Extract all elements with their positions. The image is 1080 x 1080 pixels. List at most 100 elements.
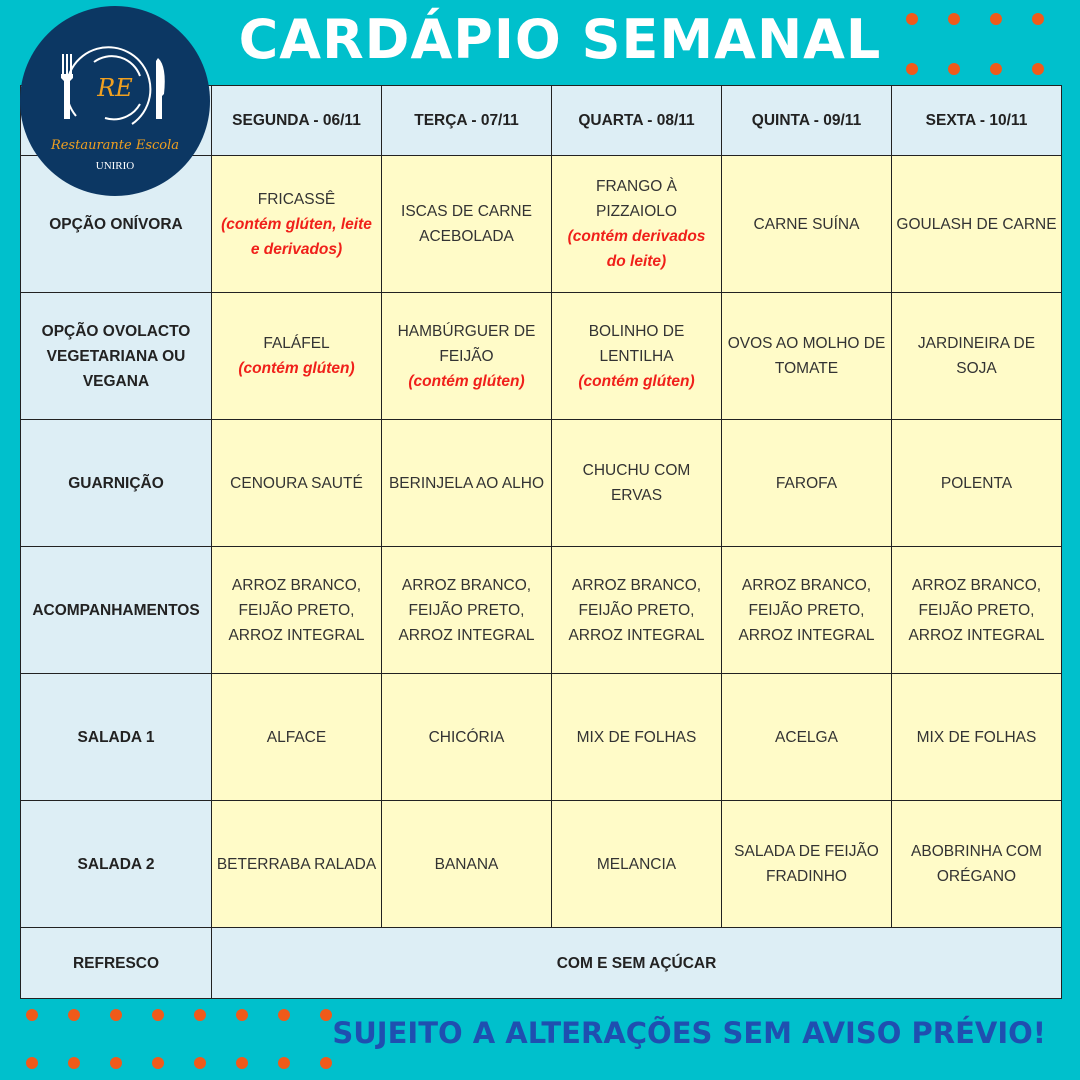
menu-cell: FRICASSÊ (contém glúten, leite e derivado… bbox=[211, 155, 382, 293]
day-header: TERÇA - 07/11 bbox=[381, 85, 552, 156]
dish-name: MIX DE FOLHAS bbox=[576, 728, 697, 746]
dot bbox=[320, 1009, 332, 1021]
dot bbox=[906, 63, 918, 75]
dot bbox=[278, 1057, 290, 1069]
dish-name: ARROZ BRANCO, FEIJÃO PRETO, ARROZ INTEGR… bbox=[908, 576, 1045, 644]
menu-cell: ARROZ BRANCO, FEIJÃO PRETO, ARROZ INTEGR… bbox=[211, 546, 382, 674]
dish-name: OVOS AO MOLHO DE TOMATE bbox=[727, 335, 886, 377]
dish-name: ARROZ BRANCO, FEIJÃO PRETO, ARROZ INTEGR… bbox=[568, 576, 705, 644]
allergen-note: (contém glúten) bbox=[238, 360, 355, 377]
allergen-note: (contém glúten, leite e derivados) bbox=[221, 215, 372, 258]
dot bbox=[1032, 63, 1044, 75]
row-label: OPÇÃO OVOLACTO VEGETARIANA OU VEGANA bbox=[20, 292, 212, 420]
menu-cell: FRANGO À PIZZAIOLO (contém derivados do l… bbox=[551, 155, 722, 293]
dot bbox=[110, 1009, 122, 1021]
dish-name: JARDINEIRA DE SOJA bbox=[917, 335, 1036, 377]
dot bbox=[948, 63, 960, 75]
dot bbox=[236, 1057, 248, 1069]
refresco-value: COM E SEM AÇÚCAR bbox=[211, 927, 1062, 999]
menu-cell: MIX DE FOLHAS bbox=[891, 673, 1062, 801]
dish-name: CENOURA SAUTÉ bbox=[230, 474, 363, 492]
dish-name: ARROZ BRANCO, FEIJÃO PRETO, ARROZ INTEGR… bbox=[228, 576, 365, 644]
dish-name: HAMBÚRGUER DE FEIJÃO bbox=[397, 322, 536, 365]
row-label: SALADA 1 bbox=[20, 673, 212, 801]
allergen-note: (contém glúten) bbox=[408, 372, 525, 390]
menu-cell: SALADA DE FEIJÃO FRADINHO bbox=[721, 800, 892, 928]
menu-row: OPÇÃO ONÍVORA FRICASSÊ (contém glúten, lei… bbox=[20, 155, 1062, 293]
dish-name: MIX DE FOLHAS bbox=[916, 728, 1037, 746]
plate-cutlery-icon: RE Restaurante Escola UNIRIO bbox=[50, 46, 179, 172]
refresco-row: REFRESCO COM E SEM AÇÚCAR bbox=[20, 927, 1062, 999]
dot bbox=[152, 1009, 164, 1021]
menu-cell: ARROZ BRANCO, FEIJÃO PRETO, ARROZ INTEGR… bbox=[381, 546, 552, 674]
allergen-note: (contém derivados do leite) bbox=[567, 228, 706, 270]
menu-row: GUARNIÇÃO CENOURA SAUTÉ BERINJELA AO ALHO C… bbox=[20, 419, 1062, 547]
dot bbox=[152, 1057, 164, 1069]
menu-cell: ALFACE bbox=[211, 673, 382, 801]
menu-cell: FAROFA bbox=[721, 419, 892, 547]
menu-row: ACOMPANHAMENTOS ARROZ BRANCO, FEIJÃO PRET… bbox=[20, 546, 1062, 674]
dish-name: FRANGO À PIZZAIOLO bbox=[596, 178, 677, 220]
day-header: QUINTA - 09/11 bbox=[721, 85, 892, 156]
dot bbox=[68, 1057, 80, 1069]
menu-cell: ARROZ BRANCO, FEIJÃO PRETO, ARROZ INTEGR… bbox=[721, 546, 892, 674]
menu-cell: GOULASH DE CARNE bbox=[891, 155, 1062, 293]
dish-name: FALÁFEL bbox=[263, 335, 330, 352]
dish-name: ACELGA bbox=[775, 728, 838, 746]
menu-cell: ARROZ BRANCO, FEIJÃO PRETO, ARROZ INTEGR… bbox=[551, 546, 722, 674]
menu-row: SALADA 2 BETERRABA RALADA BANANA MELANCIA SA… bbox=[20, 800, 1062, 928]
dish-name: BANANA bbox=[434, 855, 499, 873]
dot bbox=[26, 1057, 38, 1069]
dot bbox=[68, 1009, 80, 1021]
dish-name: BOLINHO DE LENTILHA bbox=[588, 322, 685, 365]
row-label: GUARNIÇÃO bbox=[20, 419, 212, 547]
disclaimer: SUJEITO A ALTERAÇÕES SEM AVISO PRÉVIO! bbox=[332, 1016, 1046, 1050]
dish-name: ARROZ BRANCO, FEIJÃO PRETO, ARROZ INTEGR… bbox=[398, 576, 535, 644]
day-header: QUARTA - 08/11 bbox=[551, 85, 722, 156]
menu-cell: ACELGA bbox=[721, 673, 892, 801]
menu-cell: HAMBÚRGUER DE FEIJÃO (contém glúten) bbox=[381, 292, 552, 420]
dish-name: ABOBRINHA COM ORÉGANO bbox=[911, 843, 1042, 885]
dot bbox=[948, 13, 960, 25]
menu-cell: ARROZ BRANCO, FEIJÃO PRETO, ARROZ INTEGR… bbox=[891, 546, 1062, 674]
dot bbox=[194, 1057, 206, 1069]
dish-name: FRICASSÊ bbox=[257, 190, 336, 208]
row-label: SALADA 2 bbox=[20, 800, 212, 928]
menu-cell: MELANCIA bbox=[551, 800, 722, 928]
dish-name: CARNE SUÍNA bbox=[753, 215, 860, 233]
dot bbox=[194, 1009, 206, 1021]
menu-cell: POLENTA bbox=[891, 419, 1062, 547]
menu-cell: BOLINHO DE LENTILHA (contém glúten) bbox=[551, 292, 722, 420]
menu-cell: CHICÓRIA bbox=[381, 673, 552, 801]
menu-cell: JARDINEIRA DE SOJA bbox=[891, 292, 1062, 420]
menu-cell: CENOURA SAUTÉ bbox=[211, 419, 382, 547]
menu-cell: MIX DE FOLHAS bbox=[551, 673, 722, 801]
dish-name: MELANCIA bbox=[596, 855, 677, 873]
dot bbox=[26, 1009, 38, 1021]
svg-text:UNIRIO: UNIRIO bbox=[96, 160, 135, 172]
dish-name: ARROZ BRANCO, FEIJÃO PRETO, ARROZ INTEGR… bbox=[738, 576, 875, 644]
dish-name: GOULASH DE CARNE bbox=[896, 215, 1057, 233]
day-header: SEXTA - 10/11 bbox=[891, 85, 1062, 156]
dish-name: SALADA DE FEIJÃO FRADINHO bbox=[734, 843, 879, 885]
dot bbox=[236, 1009, 248, 1021]
dish-name: ISCAS DE CARNE ACEBOLADA bbox=[401, 203, 532, 245]
dot bbox=[110, 1057, 122, 1069]
dish-name: ALFACE bbox=[266, 728, 327, 746]
menu-cell: ABOBRINHA COM ORÉGANO bbox=[891, 800, 1062, 928]
weekly-menu-table: SEGUNDA - 06/11 TERÇA - 07/11 QUARTA - 0… bbox=[20, 85, 1062, 999]
menu-cell: BANANA bbox=[381, 800, 552, 928]
dot bbox=[906, 13, 918, 25]
svg-text:RE: RE bbox=[96, 74, 133, 102]
menu-cell: BERINJELA AO ALHO bbox=[381, 419, 552, 547]
menu-cell: ISCAS DE CARNE ACEBOLADA bbox=[381, 155, 552, 293]
row-label: ACOMPANHAMENTOS bbox=[20, 546, 212, 674]
dot bbox=[320, 1057, 332, 1069]
restaurant-logo: RE Restaurante Escola UNIRIO bbox=[20, 6, 210, 196]
menu-cell: BETERRABA RALADA bbox=[211, 800, 382, 928]
dot bbox=[990, 63, 1002, 75]
day-header: SEGUNDA - 06/11 bbox=[211, 85, 382, 156]
dish-name: POLENTA bbox=[940, 474, 1013, 492]
dish-name: BERINJELA AO ALHO bbox=[388, 474, 545, 492]
menu-cell: OVOS AO MOLHO DE TOMATE bbox=[721, 292, 892, 420]
